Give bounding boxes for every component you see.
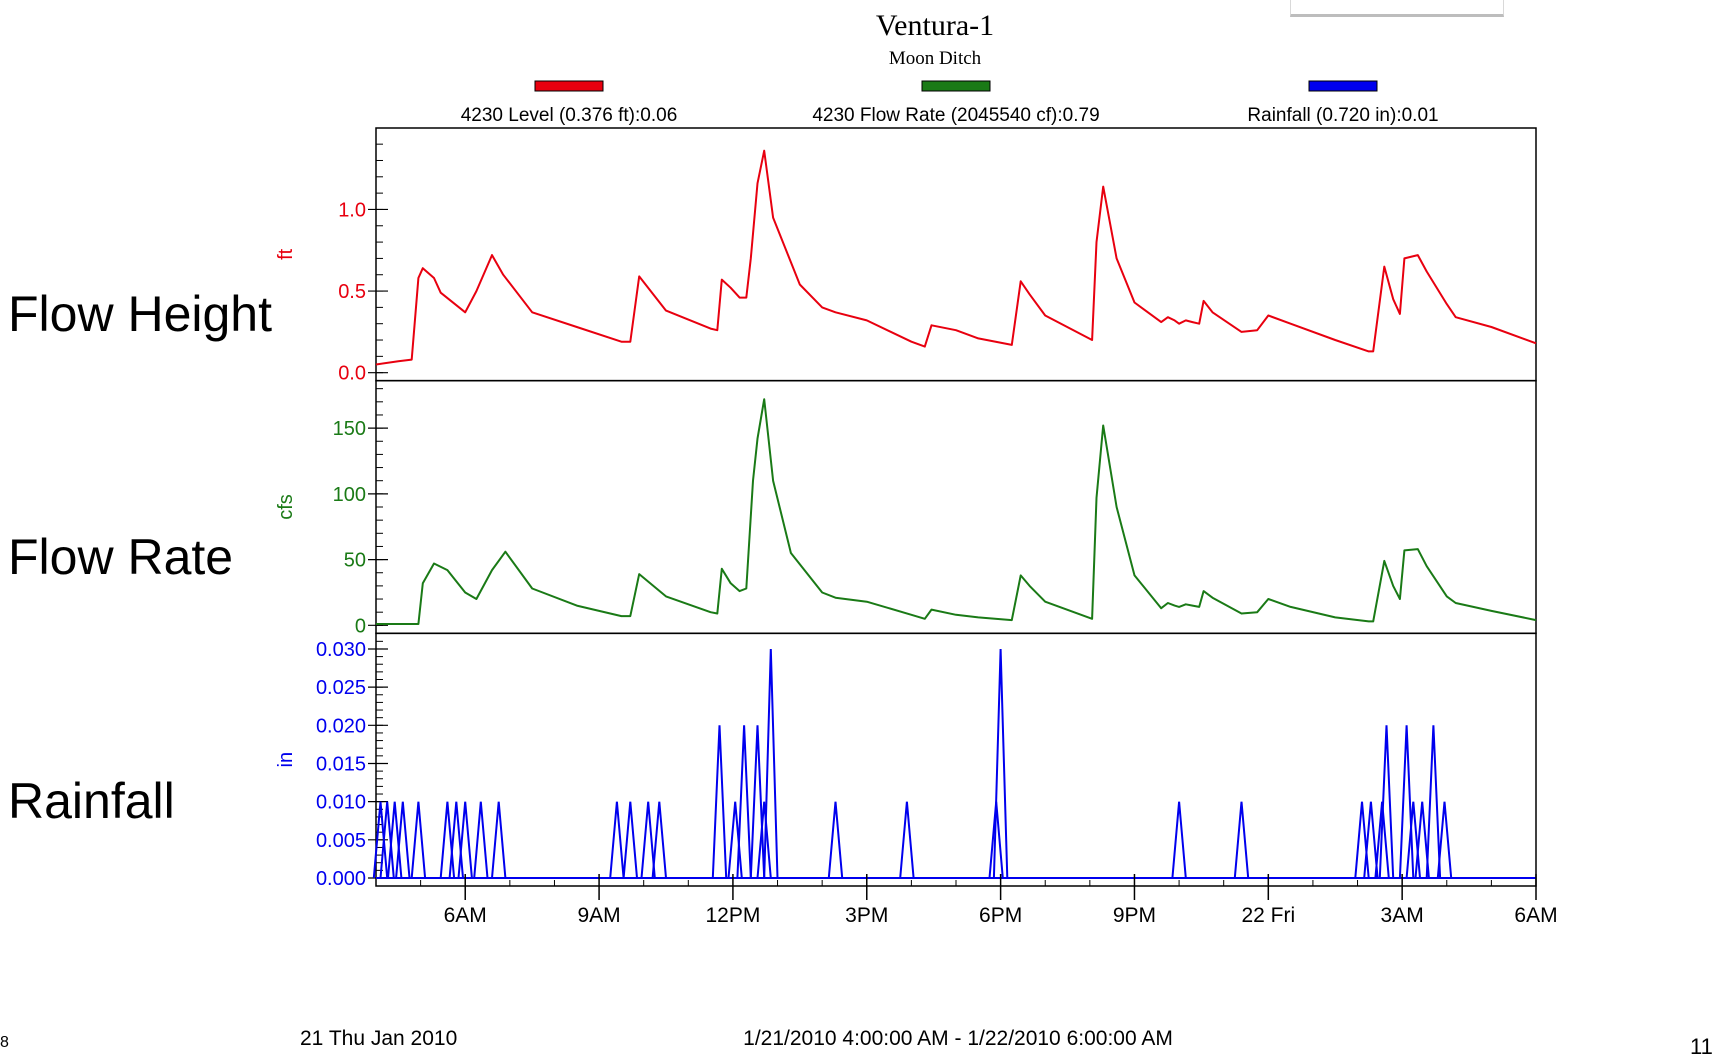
panel-0: 0.0 0.5 1.0 ft: [275, 127, 1537, 385]
rain-spike: [1414, 801, 1430, 879]
rain-spike: [395, 801, 411, 879]
side-label-rainfall: Rainfall: [8, 773, 175, 829]
x-tick-label: 6PM: [979, 904, 1022, 927]
rain-spike: [491, 801, 507, 879]
legend-label-rainfall: Rainfall (0.720 in):0.01: [1247, 105, 1438, 126]
legend-swatch-rainfall: [1308, 80, 1378, 92]
legend-label-flow-rate: 4230 Flow Rate (2045540 cf):0.79: [812, 105, 1099, 126]
y-tick-label: 0.5: [338, 281, 366, 303]
y-tick-label: 150: [333, 418, 366, 440]
y-axis-label: ft: [275, 248, 297, 260]
x-axis: 6AM 9AM 12PM 3PM 6PM 9PM 22 Fri 3AM 6AM: [375, 874, 1558, 927]
x-tick-label: 12PM: [705, 904, 760, 927]
x-tick-label: 6AM: [1514, 904, 1557, 927]
rain-spike: [640, 801, 656, 879]
rain-spike: [457, 801, 473, 879]
top-right-frame: [1290, 0, 1504, 17]
side-label-flow-rate: Flow Rate: [8, 529, 234, 585]
rain-spike: [651, 801, 667, 879]
rain-spike: [1363, 801, 1379, 879]
y-tick-label: 1.0: [338, 199, 366, 221]
x-tick-label: 9PM: [1113, 904, 1156, 927]
y-tick-label: 50: [344, 550, 366, 572]
panel-frame: [375, 127, 1537, 382]
y-tick-label: 0.010: [316, 792, 366, 814]
rain-spike: [727, 801, 743, 879]
chart-title: Ventura-1: [876, 9, 994, 42]
legend-swatch-level: [534, 80, 604, 92]
page-number: 11: [1690, 1034, 1713, 1059]
legend-label-level: 4230 Level (0.376 ft):0.06: [461, 105, 678, 126]
legend: 4230 Level (0.376 ft):0.06 4230 Flow Rat…: [461, 80, 1439, 126]
rain-spike: [609, 801, 625, 879]
series-flow-rate: [376, 398, 1537, 625]
rain-spike: [622, 801, 638, 879]
rain-spike: [1398, 725, 1415, 879]
side-label-flow-height: Flow Height: [8, 286, 272, 342]
y-tick-label: 0.025: [316, 677, 366, 699]
y-tick-label: 100: [333, 484, 366, 506]
y-tick-label: 0.0: [338, 363, 366, 385]
rain-spike: [992, 648, 1009, 879]
rain-spike: [1374, 801, 1390, 879]
y-tick-label: 0.015: [316, 753, 366, 775]
x-tick-label: 3AM: [1381, 904, 1424, 927]
y-tick-label: 0.000: [316, 868, 366, 890]
rain-spike: [756, 801, 772, 879]
x-tick-label: 9AM: [577, 904, 620, 927]
x-range-label: 1/21/2010 4:00:00 AM - 1/22/2010 6:00:00…: [743, 1027, 1173, 1050]
rain-spike: [1233, 801, 1250, 879]
panel-1: 0 50 100 150 cfs: [275, 379, 1537, 637]
y-axis-label: cfs: [275, 494, 297, 520]
rain-spike: [736, 725, 752, 879]
y-tick-label: 0.020: [316, 715, 366, 737]
panel-2: 0.000 0.005 0.010 0.015 0.020 0.025 0.030 in: [275, 632, 1537, 890]
rain-spike: [372, 801, 389, 879]
y-tick-label: 0.030: [316, 639, 366, 661]
rain-spike: [899, 801, 915, 879]
x-tick-label: 3PM: [845, 904, 888, 927]
rain-spike: [749, 725, 766, 879]
rain-spike: [379, 801, 395, 879]
rain-spike: [410, 801, 427, 879]
rain-spike: [1378, 725, 1395, 879]
x-tick-label: 6AM: [444, 904, 487, 927]
page-corner-digit: 8: [0, 1034, 9, 1051]
panel-frame: [375, 632, 1537, 887]
rain-spike: [827, 801, 844, 879]
rain-spike: [1425, 725, 1442, 879]
rain-spike: [763, 648, 779, 879]
chart-panels: 0.00.51.0ft050100150cfs0.0000.0050.0100.…: [275, 127, 1537, 890]
y-tick-label: 0.005: [316, 830, 366, 852]
rain-spike: [1436, 801, 1453, 879]
y-axis-label: in: [275, 752, 297, 768]
legend-swatch-flow-rate: [921, 80, 991, 92]
y-tick-label: 0: [355, 615, 366, 637]
rain-spike: [1171, 801, 1187, 879]
rain-spike: [473, 801, 489, 879]
x-tick-label: 22 Fri: [1241, 904, 1295, 927]
rain-spike: [711, 725, 728, 879]
series-flow-height: [375, 149, 1537, 366]
x-start-label: 21 Thu Jan 2010: [300, 1027, 457, 1050]
chart-subtitle: Moon Ditch: [889, 48, 982, 69]
